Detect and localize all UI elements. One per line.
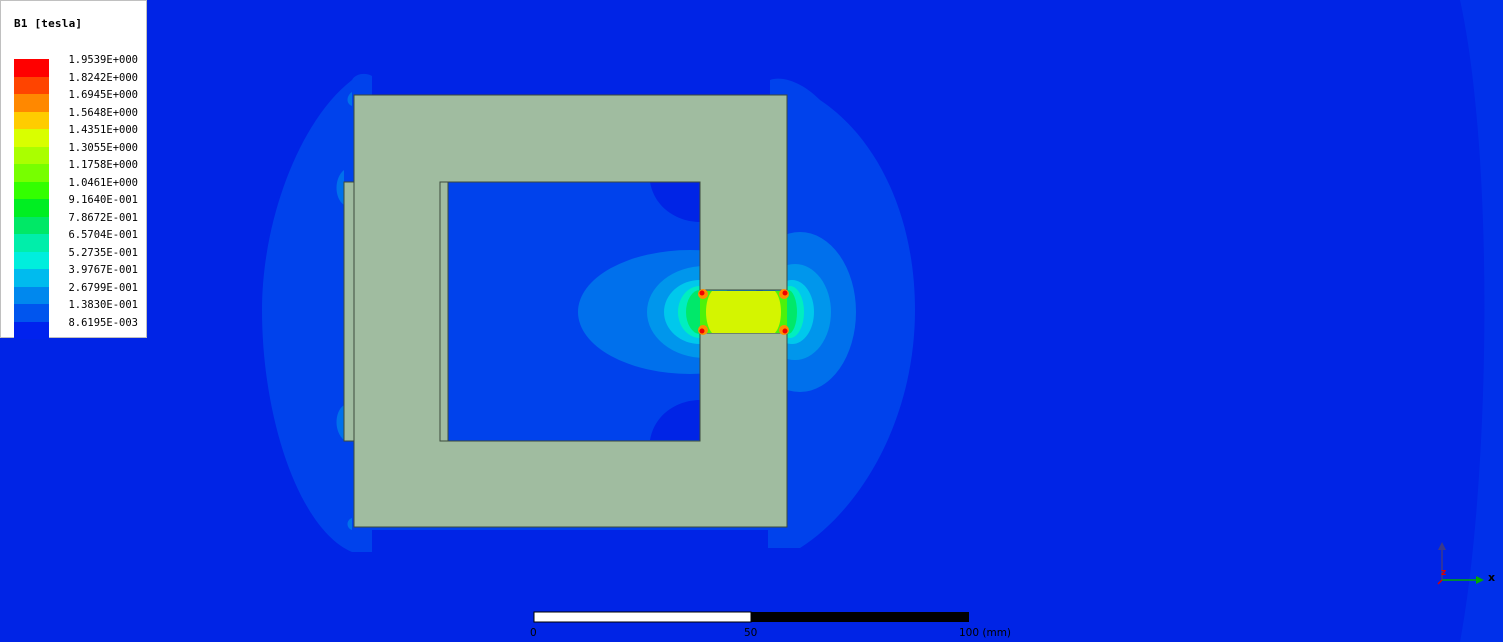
- legend-swatch: [14, 146, 49, 164]
- legend-swatch: [14, 76, 49, 94]
- legend-swatch: [14, 164, 49, 182]
- scale-bar-black-segment: [751, 612, 969, 622]
- legend-value: 9.1640E-001: [68, 194, 138, 206]
- legend-value: 1.4351E+000: [68, 124, 138, 136]
- legend-value: 6.5704E-001: [68, 229, 138, 241]
- legend-swatch: [14, 269, 49, 287]
- legend-swatch: [14, 286, 49, 304]
- legend-swatch: [14, 59, 49, 77]
- legend-entry: 7.8672E-001: [14, 212, 140, 234]
- legend-swatch: [14, 111, 49, 129]
- scale-label-0: 0: [530, 627, 537, 639]
- legend-value: 2.6799E-001: [68, 281, 138, 294]
- window-pocket-top: [650, 182, 700, 222]
- legend-entry: 1.3830E-001: [14, 299, 140, 322]
- legend-value: 1.0461E+000: [68, 176, 138, 189]
- scale-label-50: 50: [744, 627, 758, 639]
- window-pocket-bottom: [650, 400, 700, 440]
- legend-swatch: [14, 216, 49, 234]
- triad-z-label: z: [1441, 568, 1447, 578]
- legend-value: 1.6945E+000: [68, 89, 138, 101]
- legend-swatch: [14, 234, 49, 252]
- right-edge-field-band: [1460, 0, 1503, 642]
- gap-edge-left: [700, 291, 712, 333]
- legend-entry: 6.5704E-001: [14, 229, 140, 252]
- legend-entry: 3.9767E-001: [14, 264, 140, 287]
- legend-value: 1.5648E+000: [68, 106, 138, 119]
- core-corner-lobe-bl: [347, 518, 352, 530]
- legend-value: 5.2735E-001: [68, 246, 138, 259]
- triad-y-arrow: [1438, 542, 1446, 550]
- legend-value: 1.8242E+000: [68, 71, 138, 84]
- legend-swatch: [14, 304, 49, 322]
- gap-edge-right: [775, 291, 787, 333]
- left-leg-bottom-lobe: [336, 405, 344, 440]
- left-leg-top-lobe: [336, 170, 344, 205]
- legend-entry: 1.9539E+000: [14, 54, 140, 77]
- legend-value: 7.8672E-001: [68, 211, 138, 224]
- triad-z-axis: [1437, 579, 1443, 585]
- gap-core-br: [782, 328, 788, 334]
- scale-label-100: 100 (mm): [959, 627, 1012, 639]
- legend-value: 8.6195E-003: [68, 316, 138, 329]
- coil-side-outer: [343, 181, 355, 442]
- legend-title: B1 [tesla]: [14, 17, 83, 30]
- legend-entry: 1.0461E+000: [14, 177, 140, 199]
- legend-swatch: [14, 251, 49, 269]
- gap-core-tr: [782, 290, 788, 296]
- legend-entry: 2.6799E-001: [14, 282, 140, 304]
- legend-entry: 1.8242E+000: [14, 72, 140, 94]
- triad-x-label: x: [1488, 571, 1496, 584]
- legend-value: 1.3055E+000: [68, 141, 138, 154]
- legend-swatch: [14, 181, 49, 199]
- legend-entry: 1.5648E+000: [14, 107, 140, 129]
- legend-entry: 9.1640E-001: [14, 194, 140, 217]
- legend-swatch: [14, 129, 49, 147]
- legend-value: 3.9767E-001: [68, 264, 138, 276]
- legend-swatch: [14, 199, 49, 217]
- core-corner-lobe-tl: [347, 92, 352, 106]
- air-gap-field: [700, 291, 787, 333]
- legend-value: 1.9539E+000: [68, 54, 138, 66]
- legend-value: 1.1758E+000: [68, 159, 138, 171]
- gap-core-tl: [699, 290, 705, 296]
- coil-side-inner: [439, 181, 449, 442]
- legend-entry: 5.2735E-001: [14, 247, 140, 269]
- legend-panel[interactable]: B1 [tesla] 1.9539E+000 1.8242E+000 1.6945E…: [0, 0, 147, 339]
- gap-core-bl: [699, 328, 705, 334]
- legend-value: 1.3830E-001: [68, 299, 138, 311]
- legend-entry: 1.6945E+000: [14, 89, 140, 112]
- legend-swatch: [14, 321, 49, 339]
- scale-bar-white-segment: [533, 611, 752, 623]
- legend-entry: 1.3055E+000: [14, 142, 140, 164]
- legend-swatch: [14, 94, 49, 112]
- legend-entry: 1.4351E+000: [14, 124, 140, 147]
- legend-entry: 8.6195E-003: [14, 317, 140, 339]
- triad-x-arrow: [1476, 576, 1484, 584]
- legend-entry: 1.1758E+000: [14, 159, 140, 182]
